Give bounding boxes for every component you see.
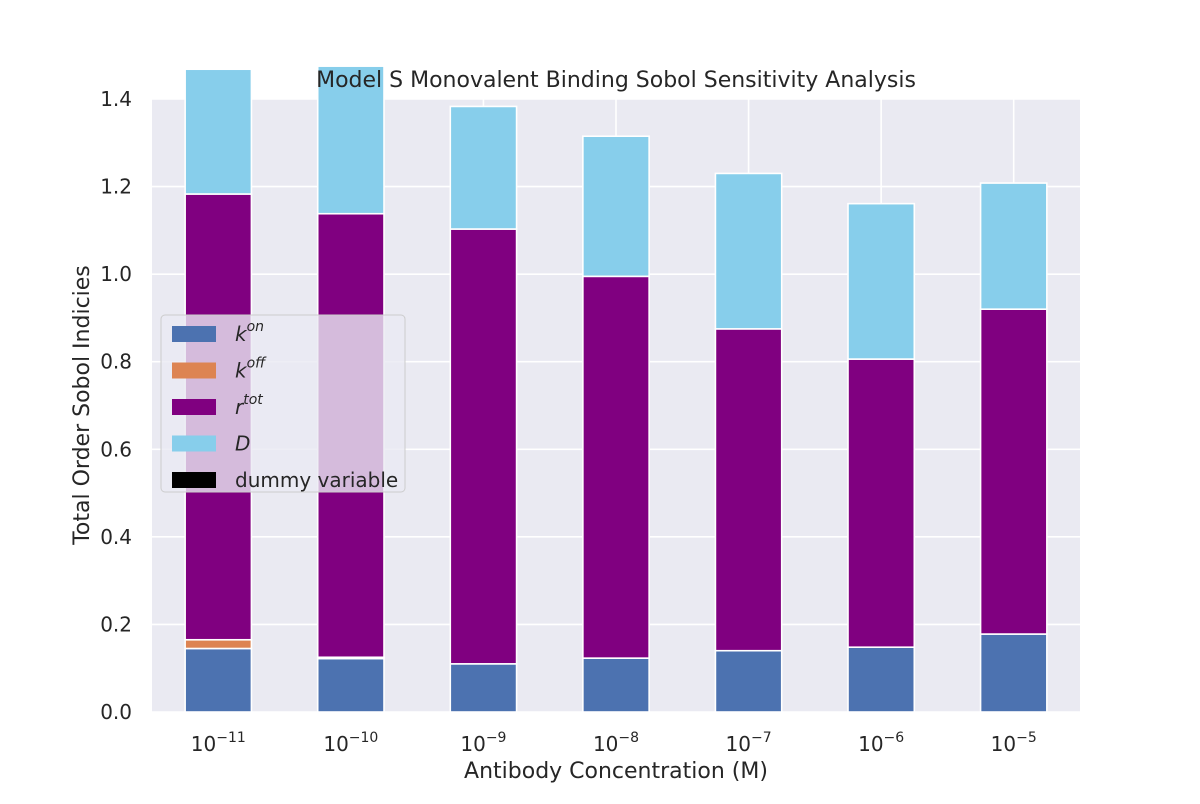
legend-swatch [172, 326, 216, 342]
bar-segment [184, 68, 253, 195]
bar-segment [847, 358, 916, 648]
bar-segment [847, 646, 916, 713]
bar-segment [449, 228, 518, 665]
bar-segment [979, 633, 1048, 713]
bar-segment [449, 105, 518, 230]
x-tick-label: 10−11 [191, 730, 246, 756]
y-tick-label: 1.2 [100, 175, 132, 199]
legend-label: D [235, 432, 250, 456]
bar-segment [582, 135, 650, 278]
legend-swatch [172, 472, 216, 488]
chart-title: Model S Monovalent Binding Sobol Sensiti… [316, 68, 916, 93]
y-tick-label: 0.8 [100, 350, 132, 374]
y-tick-label: 0.2 [100, 612, 132, 636]
bar-segment [316, 65, 385, 215]
y-tick-label: 0.4 [100, 525, 132, 549]
x-tick-label: 10−5 [991, 730, 1037, 756]
legend-frame [160, 314, 406, 493]
legend-swatch [172, 399, 216, 415]
x-axis-title: Antibody Concentration (M) [464, 759, 768, 784]
legend-label: kon [235, 319, 264, 346]
bar-segment [582, 275, 650, 659]
x-tick-label: 10−7 [726, 730, 772, 756]
y-tick-label: 1.4 [100, 87, 132, 111]
y-tick-label: 0.0 [100, 700, 132, 724]
bar-segment [316, 657, 385, 713]
y-tick-label: 0.6 [100, 437, 132, 461]
x-tick-label: 10−8 [593, 730, 639, 756]
x-tick-label: 10−10 [323, 730, 378, 756]
legend-swatch [172, 362, 216, 379]
bar-segment [979, 308, 1048, 635]
bar-segment [184, 638, 253, 650]
y-axis-ticks: 0.0 0.2 0.4 0.6 0.8 1.0 1.2 1.4 [100, 87, 132, 724]
bar-segment [714, 172, 783, 330]
legend-swatch [172, 435, 216, 452]
y-tick-label: 1.0 [100, 262, 132, 286]
bar-segment [184, 647, 253, 713]
bar-segment [714, 649, 783, 713]
y-axis-title: Total Order Sobol Indicies [70, 265, 95, 546]
bar-segment [582, 657, 650, 713]
bar-segment [979, 182, 1048, 310]
x-axis-ticks: 10−11 10−10 10−9 10−8 10−7 10−6 10−5 [191, 730, 1037, 756]
bar-segment [449, 663, 518, 713]
x-tick-label: 10−6 [858, 730, 904, 756]
legend-label: rtot [235, 392, 263, 419]
legend-label: koff [235, 356, 267, 383]
legend-label: dummy variable [235, 468, 398, 492]
bar-segment [847, 202, 916, 360]
bar-segment [714, 328, 783, 652]
x-tick-label: 10−9 [460, 730, 506, 756]
